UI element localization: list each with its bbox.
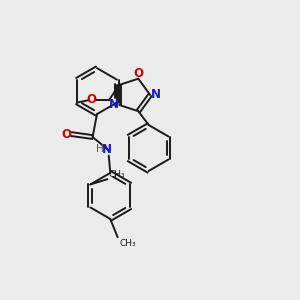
Text: H: H	[96, 144, 104, 154]
Text: O: O	[62, 128, 72, 141]
Text: O: O	[87, 93, 97, 106]
Text: N: N	[109, 98, 118, 112]
Text: N: N	[151, 88, 161, 101]
Text: CH₃: CH₃	[108, 169, 125, 178]
Text: CH₃: CH₃	[119, 238, 136, 247]
Text: O: O	[133, 67, 143, 80]
Text: N: N	[102, 142, 112, 156]
